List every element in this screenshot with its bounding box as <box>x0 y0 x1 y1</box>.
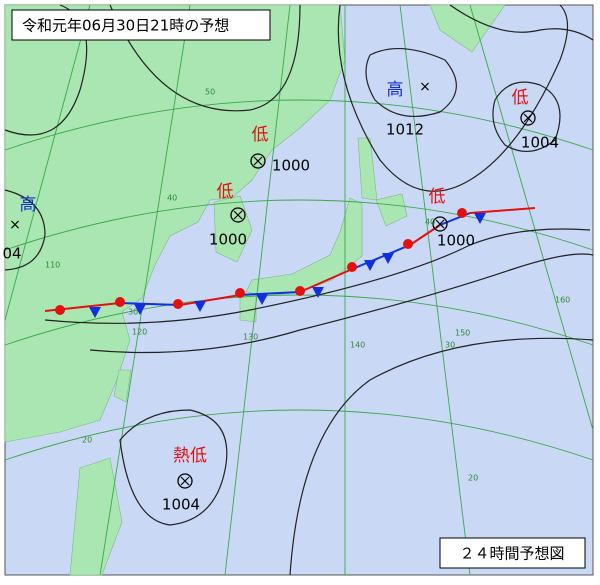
title: 令和元年06月30日21時の予想 <box>22 17 229 35</box>
warm-symbol <box>403 239 413 249</box>
system-kind: 低 <box>429 187 446 207</box>
land <box>4 4 506 576</box>
pressure-label: 1012 <box>386 121 424 139</box>
low-center <box>250 153 266 169</box>
footer: ２４時間予想図 <box>459 545 564 563</box>
graticule-label: 40 <box>425 218 435 227</box>
cold-symbol <box>382 253 394 264</box>
title-box <box>11 9 271 41</box>
cold-symbol <box>194 301 206 312</box>
low-center <box>432 216 448 232</box>
cold-symbol <box>134 304 146 315</box>
low-center <box>177 473 193 489</box>
cold-symbol <box>312 287 324 298</box>
warm-symbol <box>295 286 305 296</box>
graticule-label: 140 <box>350 341 365 350</box>
low-center-x <box>523 113 533 123</box>
cold-symbol <box>364 260 376 271</box>
high-center: × <box>9 217 21 233</box>
cold-symbol <box>89 307 101 318</box>
pressure-label: 1004 <box>162 496 200 514</box>
pressure-label: 1000 <box>209 231 247 249</box>
front-segment <box>179 294 241 306</box>
pressure-label: 1000 <box>437 232 475 250</box>
front-segment <box>469 207 536 214</box>
warm-symbol <box>347 262 357 272</box>
high-center: × <box>419 79 431 95</box>
system-kind: 低 <box>252 125 269 145</box>
warm-symbol <box>457 208 467 218</box>
pressure-label: 04 <box>2 245 21 263</box>
stationary-front <box>44 207 536 318</box>
pressure-label: 1004 <box>521 134 559 152</box>
low-center <box>520 110 536 126</box>
graticule-label: 20 <box>82 436 92 445</box>
warm-symbol <box>173 299 183 309</box>
front-segment <box>349 244 411 271</box>
system-kind: 高 <box>387 80 404 100</box>
footer-box <box>439 537 586 569</box>
cold-symbol <box>474 213 486 224</box>
system-kind: 高 <box>20 195 37 215</box>
graticule-label: 160 <box>555 296 570 305</box>
graticule-label: 30 <box>128 308 138 317</box>
system-kind: 低 <box>217 182 234 202</box>
system-kind: 低 <box>512 88 529 108</box>
low-center-x <box>435 219 445 229</box>
graticule-label: 40 <box>167 194 177 203</box>
cold-symbol <box>256 294 268 305</box>
low-center-x <box>180 476 190 486</box>
graticule-label: 20 <box>468 474 478 483</box>
graticule-label: 150 <box>455 329 470 338</box>
graticule-label: 110 <box>45 261 60 270</box>
warm-symbol <box>55 305 65 315</box>
front-segment <box>119 302 181 306</box>
low-center-x <box>253 156 263 166</box>
front-segment <box>299 269 351 293</box>
low-center-x <box>233 210 243 220</box>
warm-symbol <box>115 297 125 307</box>
warm-symbol <box>235 288 245 298</box>
pressure-label: 1000 <box>272 157 310 175</box>
low-center <box>230 207 246 223</box>
graticule-label: 120 <box>132 328 147 337</box>
graticule-label: 130 <box>243 333 258 342</box>
front-segment <box>239 291 301 296</box>
graticule-label: 50 <box>205 88 215 97</box>
system-kind: 熱低 <box>173 446 207 466</box>
graticule-label: 30 <box>445 341 455 350</box>
